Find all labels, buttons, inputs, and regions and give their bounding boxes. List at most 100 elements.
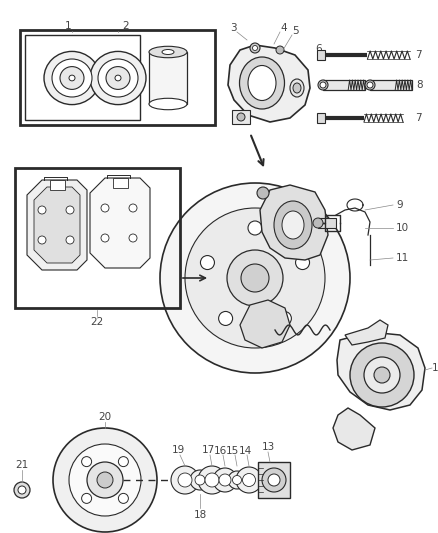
Bar: [322, 80, 364, 90]
Ellipse shape: [60, 67, 84, 90]
Circle shape: [373, 367, 389, 383]
Circle shape: [14, 482, 30, 498]
Ellipse shape: [44, 51, 100, 104]
Ellipse shape: [205, 473, 219, 487]
Circle shape: [38, 236, 46, 244]
Ellipse shape: [162, 50, 173, 54]
Ellipse shape: [52, 59, 92, 97]
Circle shape: [184, 208, 324, 348]
Circle shape: [53, 428, 157, 532]
Ellipse shape: [239, 57, 284, 109]
Polygon shape: [344, 320, 387, 345]
Bar: [317, 218, 335, 228]
Circle shape: [129, 204, 137, 212]
Ellipse shape: [90, 51, 146, 104]
Ellipse shape: [319, 82, 325, 88]
Circle shape: [349, 343, 413, 407]
Circle shape: [252, 45, 257, 51]
Circle shape: [87, 462, 123, 498]
Text: 16: 16: [213, 446, 226, 456]
Text: 18: 18: [193, 510, 206, 520]
Ellipse shape: [273, 201, 311, 249]
Polygon shape: [259, 185, 327, 260]
Circle shape: [256, 187, 268, 199]
Polygon shape: [332, 408, 374, 450]
Ellipse shape: [219, 474, 230, 486]
Circle shape: [129, 234, 137, 242]
Text: 1: 1: [64, 21, 71, 31]
Circle shape: [249, 43, 259, 53]
Circle shape: [218, 311, 232, 326]
Text: 4: 4: [280, 23, 286, 33]
Circle shape: [69, 444, 141, 516]
Ellipse shape: [148, 98, 187, 110]
Text: 14: 14: [238, 446, 251, 456]
Polygon shape: [227, 45, 309, 122]
Polygon shape: [27, 180, 87, 270]
Bar: [258, 462, 290, 498]
Ellipse shape: [292, 83, 300, 93]
Text: 2: 2: [122, 21, 129, 31]
Ellipse shape: [98, 59, 138, 97]
Text: 5: 5: [292, 26, 299, 36]
Circle shape: [240, 264, 268, 292]
Ellipse shape: [227, 471, 245, 489]
Bar: [316, 113, 324, 123]
Ellipse shape: [190, 470, 209, 490]
Ellipse shape: [281, 211, 303, 239]
Bar: [20, 30, 215, 125]
Circle shape: [237, 113, 244, 121]
Circle shape: [267, 474, 279, 486]
Ellipse shape: [236, 467, 261, 493]
Text: 15: 15: [225, 446, 238, 456]
Circle shape: [66, 206, 74, 214]
Circle shape: [276, 46, 283, 54]
Circle shape: [159, 183, 349, 373]
Ellipse shape: [242, 473, 255, 487]
Ellipse shape: [290, 79, 303, 97]
Polygon shape: [240, 300, 290, 348]
Circle shape: [118, 494, 128, 503]
Circle shape: [97, 472, 113, 488]
Text: 19: 19: [171, 445, 184, 455]
Ellipse shape: [106, 67, 130, 90]
Circle shape: [312, 218, 322, 228]
Circle shape: [277, 311, 291, 326]
Circle shape: [101, 234, 109, 242]
Text: 11: 11: [395, 253, 408, 263]
Ellipse shape: [366, 82, 372, 88]
Text: 13: 13: [261, 442, 274, 452]
Ellipse shape: [247, 66, 276, 101]
Text: 7: 7: [414, 113, 420, 123]
Text: 21: 21: [15, 460, 28, 470]
Bar: [231, 110, 249, 124]
Polygon shape: [336, 332, 424, 410]
Bar: [148, 52, 187, 104]
Text: 3: 3: [229, 23, 236, 33]
Circle shape: [118, 457, 128, 466]
Ellipse shape: [212, 468, 237, 492]
Ellipse shape: [69, 75, 75, 81]
Circle shape: [101, 204, 109, 212]
Bar: [15, 168, 180, 308]
Circle shape: [363, 357, 399, 393]
Ellipse shape: [364, 80, 374, 90]
Text: 7: 7: [414, 50, 420, 60]
Polygon shape: [34, 187, 80, 263]
Circle shape: [247, 221, 261, 235]
Text: 9: 9: [396, 200, 403, 210]
Text: 17: 17: [201, 445, 214, 455]
Circle shape: [38, 206, 46, 214]
Bar: [316, 50, 324, 60]
Text: 6: 6: [315, 44, 321, 54]
Circle shape: [295, 255, 309, 270]
Polygon shape: [90, 178, 150, 268]
Circle shape: [200, 255, 214, 270]
Circle shape: [81, 457, 92, 466]
Text: 20: 20: [98, 412, 111, 422]
Ellipse shape: [171, 466, 198, 494]
Ellipse shape: [115, 75, 121, 81]
Text: 10: 10: [395, 223, 408, 233]
Ellipse shape: [198, 466, 226, 494]
Text: 22: 22: [90, 317, 103, 327]
